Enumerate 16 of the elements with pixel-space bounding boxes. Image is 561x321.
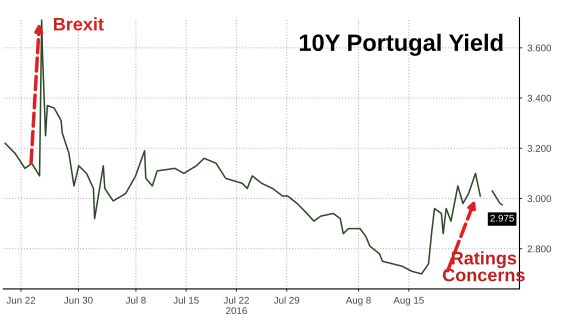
text: 10Y Portugal Yield: [300, 34, 502, 56]
data-label: 2.975: [490, 214, 514, 222]
y-tick-label: 2.800: [528, 245, 552, 252]
y-tick-label: 3.200: [527, 144, 552, 152]
x-tick-label: Aug 8: [346, 296, 371, 306]
x-tick-label: Aug 15: [393, 296, 424, 306]
x-tick-label: Jun 22: [6, 296, 36, 304]
y-tick-label: 3.400: [527, 94, 552, 102]
x-tick-label: Jun 30: [64, 296, 93, 304]
x-tick-label: Jul 8: [126, 296, 146, 304]
annotation: Brexit: [54, 17, 104, 31]
x-tick-label: Jul 29: [274, 296, 300, 304]
x-tick-label: Jul 22 2016: [224, 296, 249, 314]
y-tick-label: 3.600: [527, 44, 552, 52]
x-tick-label: Jul 15: [173, 296, 199, 304]
y-tick-label: 3.000: [527, 195, 552, 202]
